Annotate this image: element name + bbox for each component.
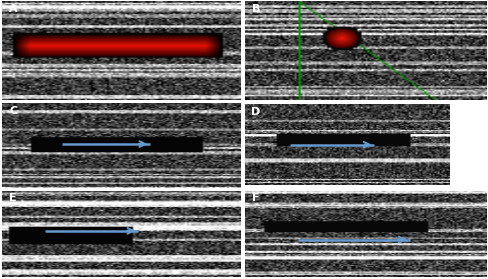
Text: B: B (252, 4, 260, 14)
Text: C: C (9, 105, 17, 116)
Text: D: D (251, 107, 260, 117)
Text: E: E (9, 193, 17, 203)
Text: A: A (9, 4, 18, 14)
Text: F: F (252, 193, 259, 203)
